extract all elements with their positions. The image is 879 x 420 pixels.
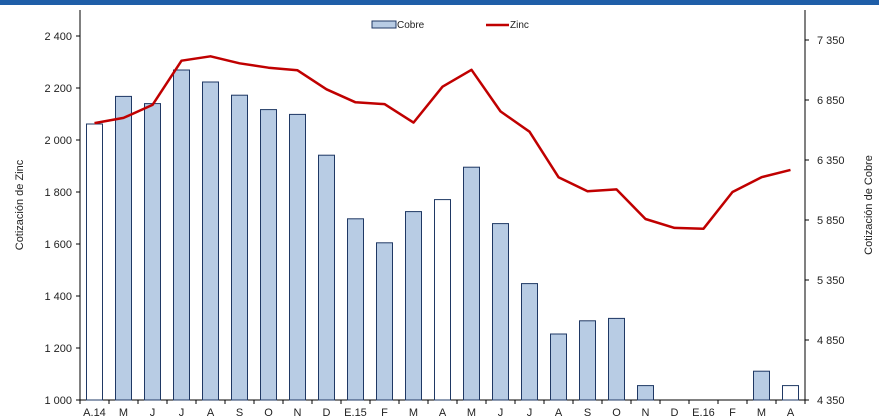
x-tick-label: A (439, 407, 447, 419)
x-tick-label: A (555, 407, 563, 419)
zinc-line (94, 55, 791, 230)
left-tick-label: 1 600 (44, 239, 72, 251)
cobre-bar (463, 166, 480, 401)
x-axis-ticks: A.14 M J J A S O N D E.15 F M A M J J A S O N D E.16 F M A (79, 400, 806, 419)
left-tick-label: 1 200 (44, 343, 72, 355)
cobre-bar (550, 333, 567, 401)
x-tick-label: J (179, 407, 185, 419)
right-axis-ticks: 4 350 4 850 5 350 5 850 6 350 6 850 7 350 (805, 35, 845, 407)
cobre-bar (521, 283, 538, 401)
x-tick-label: N (294, 407, 302, 419)
left-axis-ticks: 1 000 1 200 1 400 1 600 1 800 2 000 2 200 2 400 (44, 31, 80, 407)
x-tick-label: M (757, 407, 766, 419)
x-tick-label: M (409, 407, 418, 419)
cobre-bar (579, 320, 596, 401)
y-axis-title-left: Cotización de Zinc (14, 159, 26, 250)
x-tick-label: M (119, 407, 128, 419)
x-tick-label: J (498, 407, 504, 419)
right-tick-label: 6 350 (817, 155, 845, 167)
left-tick-label: 2 000 (44, 135, 72, 147)
top-accent-bar (0, 0, 879, 5)
x-tick-label: J (527, 407, 533, 419)
left-tick-label: 1 000 (44, 395, 72, 407)
cobre-bar (86, 123, 103, 401)
left-tick-label: 2 400 (44, 31, 72, 43)
right-tick-label: 7 350 (817, 35, 845, 47)
legend-cobre-label: Cobre (397, 20, 425, 31)
x-tick-label: S (236, 407, 243, 419)
cobre-bar (376, 242, 393, 401)
x-tick-label: A (787, 407, 795, 419)
cobre-bar (782, 385, 799, 401)
cobre-bar (289, 113, 306, 401)
x-tick-label: S (584, 407, 591, 419)
cobre-bar (492, 223, 509, 401)
x-tick-label: D (671, 407, 679, 419)
x-tick-label: F (381, 407, 388, 419)
x-tick-label: E.15 (344, 407, 367, 419)
x-tick-label: A.14 (83, 407, 106, 419)
right-tick-label: 6 850 (817, 95, 845, 107)
right-tick-label: 4 350 (817, 395, 845, 407)
zinc-line-group (94, 55, 791, 230)
cobre-bar (637, 385, 654, 401)
y-axis-title-right: Cotización de Cobre (863, 155, 875, 255)
x-tick-label: F (729, 407, 736, 419)
legend-zinc-label: Zinc (510, 20, 529, 31)
x-tick-label: E.16 (692, 407, 715, 419)
cobre-bar (405, 211, 422, 401)
cobre-bar (231, 94, 248, 401)
cobre-bar (753, 370, 770, 401)
cobre-bar (347, 218, 364, 401)
cobre-bar (173, 69, 190, 401)
legend-cobre-swatch (371, 20, 397, 29)
x-tick-label: J (150, 407, 156, 419)
cobre-bar (202, 81, 219, 401)
cobre-bar (608, 317, 625, 401)
x-tick-label: N (642, 407, 650, 419)
cobre-bar (434, 199, 451, 401)
cobre-bar (115, 95, 132, 401)
x-tick-label: O (612, 407, 621, 419)
legend: Cobre Zinc (371, 20, 529, 31)
cobre-bars (86, 69, 799, 401)
left-tick-label: 1 800 (44, 187, 72, 199)
x-tick-label: A (207, 407, 215, 419)
cobre-bar (260, 109, 277, 401)
left-tick-label: 1 400 (44, 291, 72, 303)
cobre-bar (144, 103, 161, 401)
right-tick-label: 5 350 (817, 275, 845, 287)
x-tick-label: M (467, 407, 476, 419)
right-tick-label: 5 850 (817, 215, 845, 227)
cobre-bar (318, 154, 335, 401)
right-tick-label: 4 850 (817, 335, 845, 347)
left-tick-label: 2 200 (44, 83, 72, 95)
x-tick-label: O (264, 407, 273, 419)
x-tick-label: D (323, 407, 331, 419)
